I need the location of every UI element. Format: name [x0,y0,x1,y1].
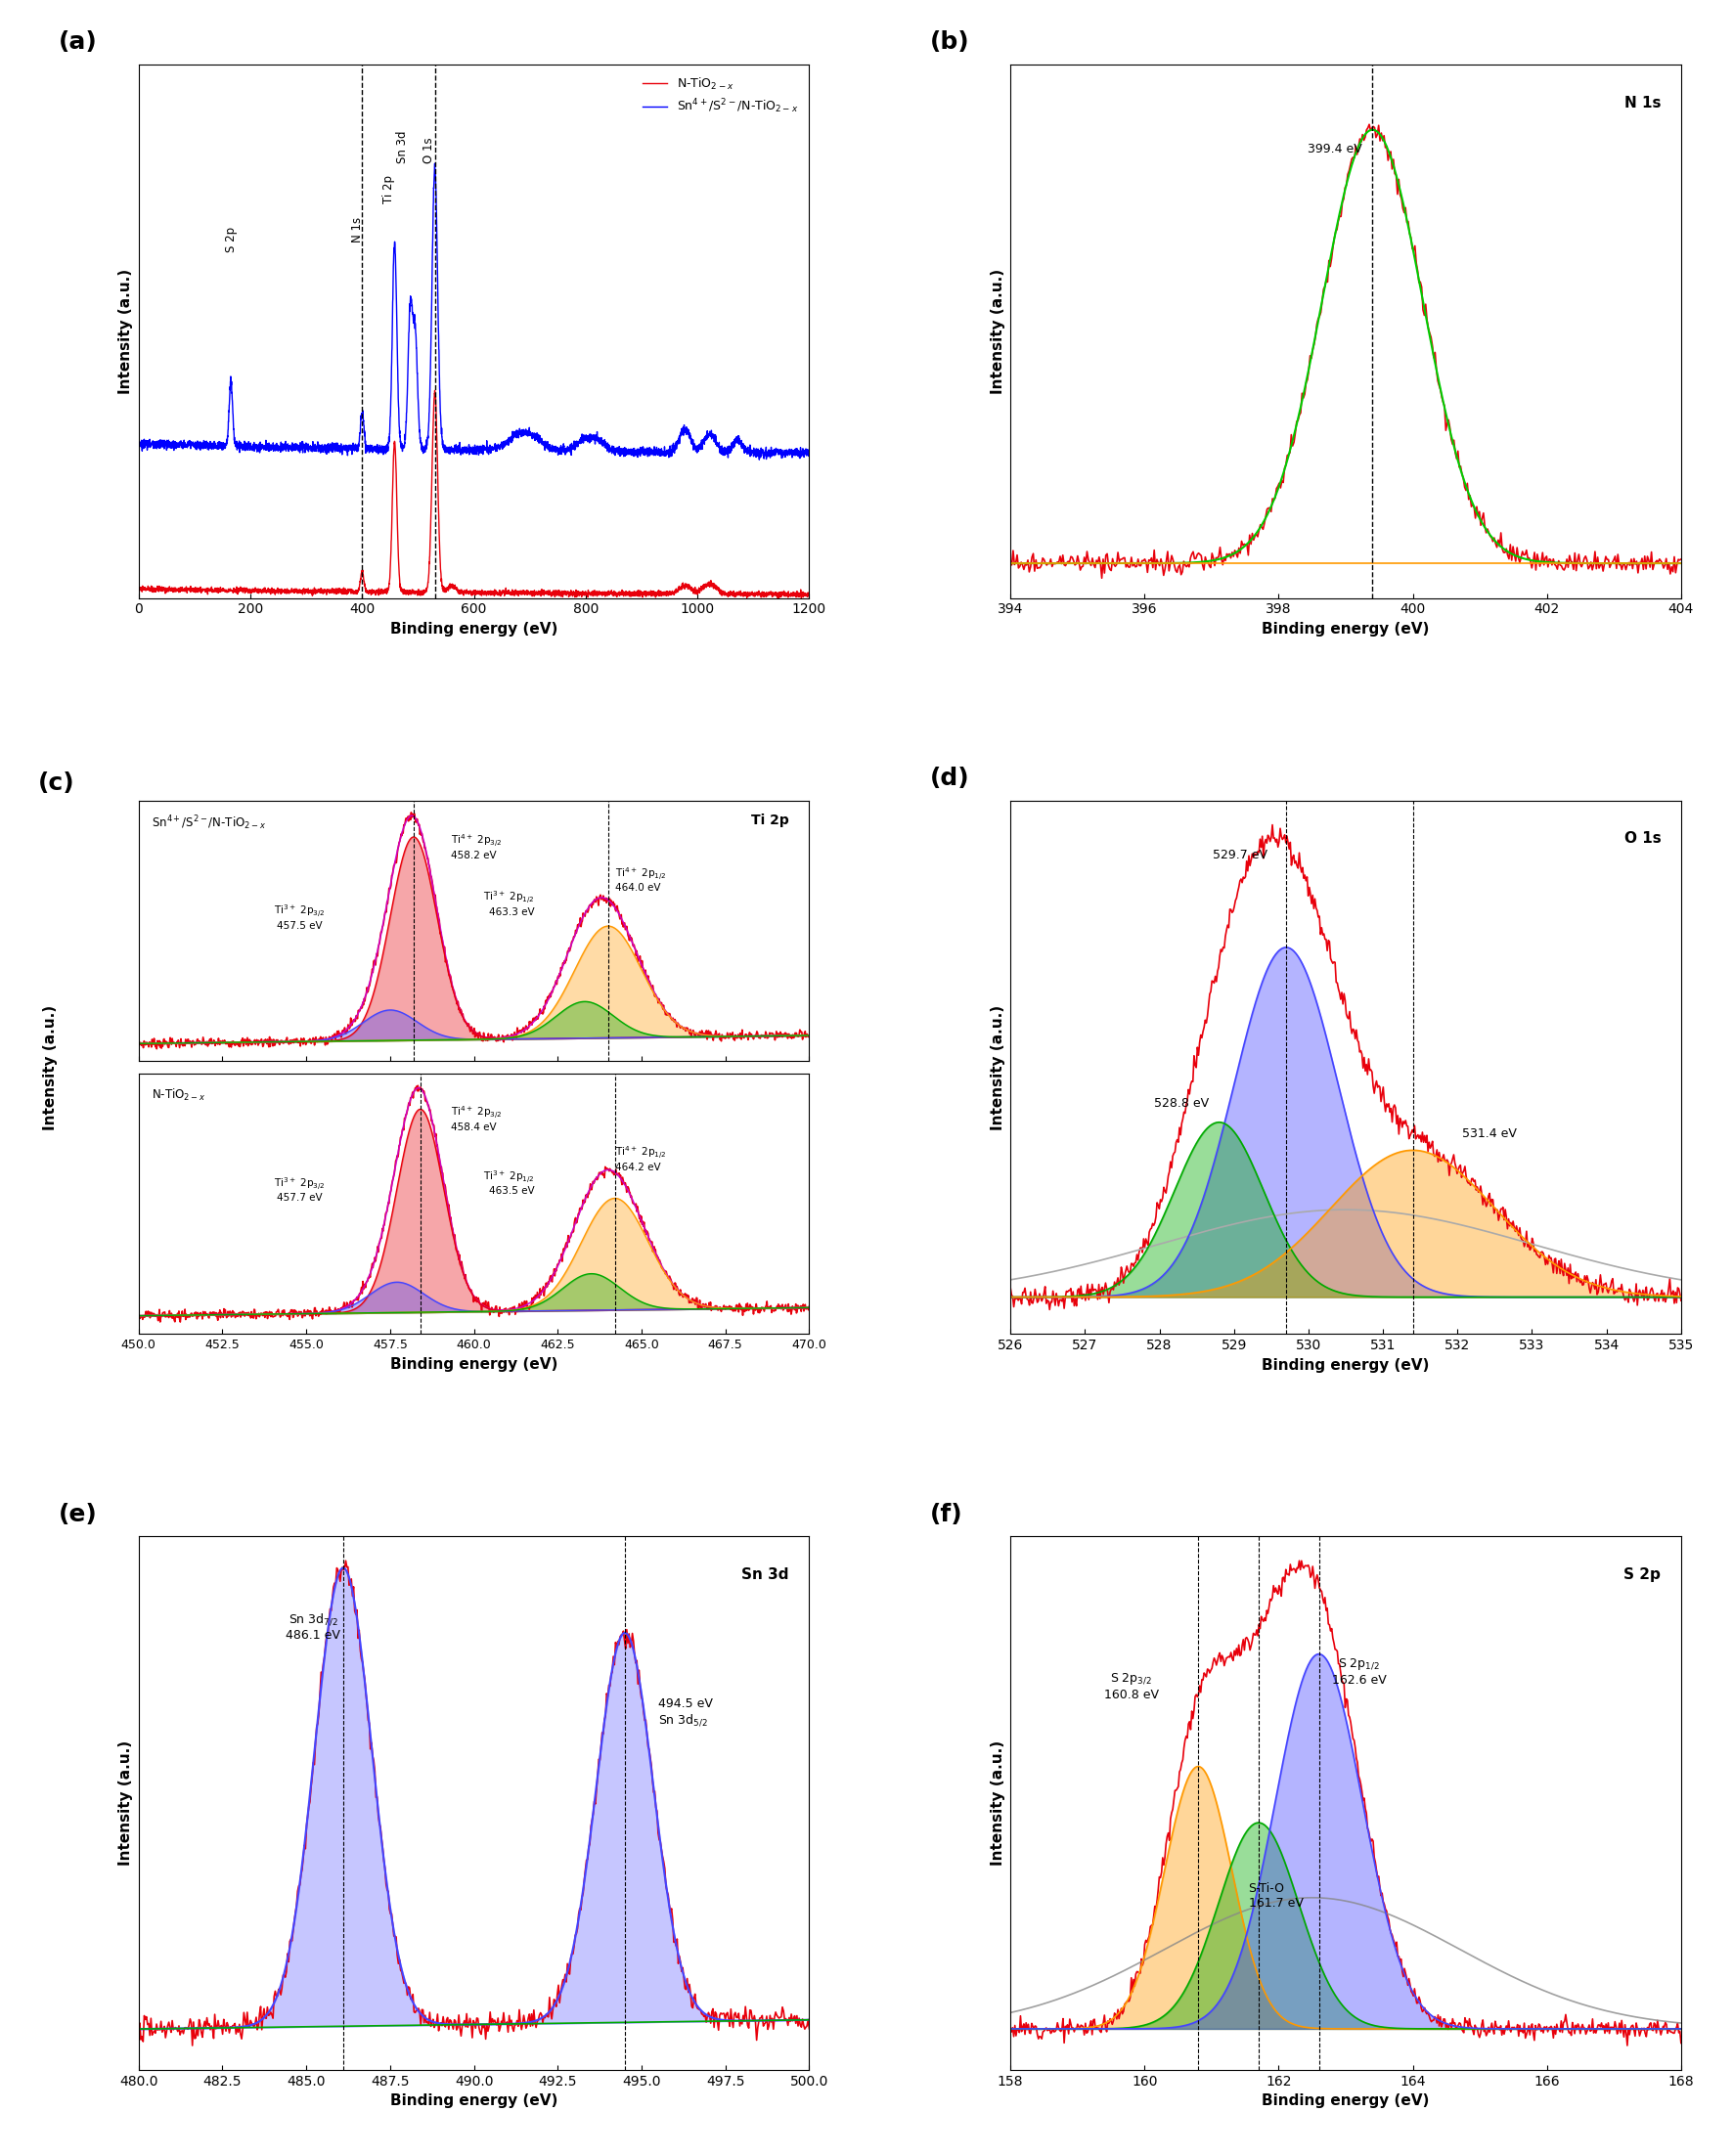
Text: O 1s: O 1s [1624,832,1660,845]
Legend: N-TiO$_{2-x}$, Sn$^{4+}$/S$^{2-}$/N-TiO$_{2-x}$: N-TiO$_{2-x}$, Sn$^{4+}$/S$^{2-}$/N-TiO$… [638,71,802,121]
X-axis label: Binding energy (eV): Binding energy (eV) [390,1356,558,1371]
Text: S-Ti-O
161.7 eV: S-Ti-O 161.7 eV [1248,1882,1303,1910]
Text: Ti$^{3+}$ 2p$_{3/2}$
457.5 eV: Ti$^{3+}$ 2p$_{3/2}$ 457.5 eV [274,903,326,931]
Y-axis label: Intensity (a.u.): Intensity (a.u.) [990,270,1005,395]
N-TiO$_{2-x}$ [615,578,636,604]
Text: S 2p$_{3/2}$
160.8 eV: S 2p$_{3/2}$ 160.8 eV [1104,1671,1158,1701]
N-TiO$_{2-x}$ [411,582,432,608]
Sn$^{4+}$/S$^{2-}$/N-TiO$_{2-x}$ [425,151,445,177]
Text: Sn 3d$_{7/2}$
486.1 eV: Sn 3d$_{7/2}$ 486.1 eV [286,1613,340,1643]
Text: N 1s: N 1s [1624,95,1660,110]
Text: Ti$^{3+}$ 2p$_{1/2}$
463.5 eV: Ti$^{3+}$ 2p$_{1/2}$ 463.5 eV [484,1169,534,1197]
Text: Ti 2p: Ti 2p [383,175,395,203]
X-axis label: Binding energy (eV): Binding energy (eV) [390,2093,558,2109]
N-TiO$_{2-x}$ [128,573,149,599]
Text: (f): (f) [931,1503,964,1526]
Sn$^{4+}$/S$^{2-}$/N-TiO$_{2-x}$ [411,429,432,455]
X-axis label: Binding energy (eV): Binding energy (eV) [1262,1358,1430,1373]
Text: Ti 2p: Ti 2p [750,813,789,828]
Text: 494.5 eV
Sn 3d$_{5/2}$: 494.5 eV Sn 3d$_{5/2}$ [659,1697,712,1727]
Text: N-TiO$_{2-x}$: N-TiO$_{2-x}$ [153,1087,206,1102]
Text: S 2p: S 2p [225,226,237,252]
Text: Ti$^{3+}$ 2p$_{1/2}$
463.3 eV: Ti$^{3+}$ 2p$_{1/2}$ 463.3 eV [484,888,534,916]
Y-axis label: Intensity (a.u.): Intensity (a.u.) [990,1005,1005,1130]
Sn$^{4+}$/S$^{2-}$/N-TiO$_{2-x}$ [447,438,468,464]
Y-axis label: Intensity (a.u.): Intensity (a.u.) [990,1740,1005,1865]
Text: S 2p: S 2p [1624,1567,1660,1583]
Text: (e): (e) [59,1503,97,1526]
Sn$^{4+}$/S$^{2-}$/N-TiO$_{2-x}$ [128,429,149,455]
Text: O 1s: O 1s [423,138,435,164]
Text: (c): (c) [38,772,75,796]
N-TiO$_{2-x}$ [799,582,820,608]
Text: Ti$^{4+}$ 2p$_{1/2}$
464.2 eV: Ti$^{4+}$ 2p$_{1/2}$ 464.2 eV [615,1145,665,1173]
Text: Ti$^{4+}$ 2p$_{3/2}$
458.4 eV: Ti$^{4+}$ 2p$_{3/2}$ 458.4 eV [451,1104,503,1132]
X-axis label: Binding energy (eV): Binding energy (eV) [1262,2093,1430,2109]
Sn$^{4+}$/S$^{2-}$/N-TiO$_{2-x}$ [615,436,636,461]
N-TiO$_{2-x}$ [447,576,468,602]
Text: (d): (d) [931,765,970,789]
Y-axis label: Intensity (a.u.): Intensity (a.u.) [118,1740,133,1865]
Text: N 1s: N 1s [352,218,364,241]
Text: 531.4 eV: 531.4 eV [1463,1128,1516,1141]
Text: Sn 3d: Sn 3d [742,1567,789,1583]
Sn$^{4+}$/S$^{2-}$/N-TiO$_{2-x}$ [745,440,766,466]
Text: 528.8 eV: 528.8 eV [1154,1097,1210,1110]
Text: Sn 3d: Sn 3d [397,132,409,164]
Text: 529.7 eV: 529.7 eV [1213,849,1267,862]
Line: Sn$^{4+}$/S$^{2-}$/N-TiO$_{2-x}$: Sn$^{4+}$/S$^{2-}$/N-TiO$_{2-x}$ [139,164,809,459]
Text: Ti$^{4+}$ 2p$_{1/2}$
464.0 eV: Ti$^{4+}$ 2p$_{1/2}$ 464.0 eV [615,865,665,893]
Sn$^{4+}$/S$^{2-}$/N-TiO$_{2-x}$ [799,438,820,464]
Text: Sn$^{4+}$/S$^{2-}$/N-TiO$_{2-x}$: Sn$^{4+}$/S$^{2-}$/N-TiO$_{2-x}$ [153,813,267,832]
Text: Ti$^{4+}$ 2p$_{3/2}$
458.2 eV: Ti$^{4+}$ 2p$_{3/2}$ 458.2 eV [451,832,503,860]
Text: Intensity (a.u.): Intensity (a.u.) [43,1005,57,1130]
N-TiO$_{2-x}$ [416,578,437,604]
Sn$^{4+}$/S$^{2-}$/N-TiO$_{2-x}$ [749,446,769,472]
Line: N-TiO$_{2-x}$: N-TiO$_{2-x}$ [139,390,809,597]
Text: Ti$^{3+}$ 2p$_{3/2}$
457.7 eV: Ti$^{3+}$ 2p$_{3/2}$ 457.7 eV [274,1175,326,1203]
Text: (a): (a) [59,30,97,54]
X-axis label: Binding energy (eV): Binding energy (eV) [390,621,558,636]
N-TiO$_{2-x}$ [425,377,445,403]
N-TiO$_{2-x}$ [790,584,811,610]
X-axis label: Binding energy (eV): Binding energy (eV) [1262,621,1430,636]
Text: 399.4 eV: 399.4 eV [1308,142,1362,155]
Text: S 2p$_{1/2}$
162.6 eV: S 2p$_{1/2}$ 162.6 eV [1333,1658,1386,1686]
Y-axis label: Intensity (a.u.): Intensity (a.u.) [118,270,133,395]
Text: (b): (b) [931,30,970,54]
N-TiO$_{2-x}$ [778,582,799,608]
Sn$^{4+}$/S$^{2-}$/N-TiO$_{2-x}$ [416,436,437,461]
Sn$^{4+}$/S$^{2-}$/N-TiO$_{2-x}$ [778,440,799,466]
N-TiO$_{2-x}$ [745,580,766,606]
